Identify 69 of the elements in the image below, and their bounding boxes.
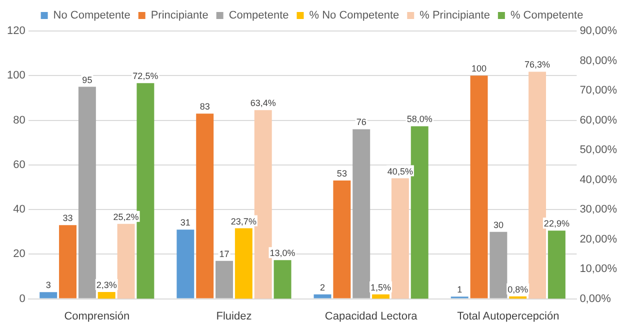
- bar: [40, 292, 58, 298]
- data-label: 95: [82, 74, 92, 85]
- bar: [136, 83, 154, 299]
- bar: [314, 294, 332, 298]
- data-label: 1: [457, 284, 462, 295]
- data-label: 23,7%: [230, 216, 256, 226]
- bar: [98, 292, 116, 299]
- data-label: 30: [493, 220, 504, 230]
- y-tick-label: 60: [13, 158, 26, 171]
- legend-label: Competente: [228, 10, 289, 22]
- legend-label: No Competente: [53, 10, 130, 22]
- data-label: 25,2%: [113, 212, 139, 222]
- y-tick-label: 40: [13, 204, 26, 216]
- y2-tick-label: 50,00%: [580, 144, 618, 156]
- data-label: 83: [200, 102, 210, 112]
- legend-label: % Competente: [510, 10, 584, 22]
- legend-label: Principiante: [150, 10, 208, 22]
- x-tick-label: Fluidez: [216, 310, 252, 322]
- legend-label: % Principiante: [420, 10, 490, 22]
- bar: [470, 76, 488, 298]
- y2-tick-label: 0,00%: [580, 292, 612, 305]
- data-label: 0,8%: [508, 284, 528, 294]
- bar: [548, 230, 566, 299]
- y2-tick-label: 80,00%: [580, 54, 618, 67]
- bar: [333, 180, 351, 298]
- data-label: 76: [356, 117, 366, 128]
- bar: [59, 225, 77, 298]
- bar: [176, 230, 194, 298]
- y2-tick-label: 30,00%: [580, 204, 618, 216]
- data-label: 2,3%: [96, 280, 117, 290]
- data-label: 63,4%: [250, 98, 276, 108]
- bar: [117, 224, 135, 299]
- y-tick-label: 20: [13, 248, 26, 260]
- bar: [372, 294, 390, 299]
- bar: [78, 86, 96, 298]
- data-label: 2: [320, 282, 326, 292]
- data-label: 31: [180, 218, 190, 228]
- bar: [234, 228, 252, 299]
- y-tick-label: 100: [6, 70, 26, 82]
- data-label: 53: [336, 168, 347, 179]
- y2-tick-label: 90,00%: [580, 25, 618, 38]
- x-tick-label: Comprensión: [64, 310, 130, 322]
- bar: [196, 114, 214, 298]
- x-tick-label: Capacidad Lectora: [324, 310, 418, 322]
- y2-tick-label: 10,00%: [580, 263, 618, 276]
- bar: [274, 260, 292, 299]
- bar: [352, 129, 370, 298]
- y-tick-label: 120: [6, 25, 26, 38]
- y2-tick-label: 70,00%: [580, 84, 618, 97]
- y-tick-label: 80: [13, 114, 26, 126]
- data-label: 72,5%: [132, 71, 158, 82]
- data-label: 100: [472, 64, 487, 74]
- y2-tick-label: 40,00%: [580, 174, 618, 186]
- bar: [490, 232, 508, 298]
- data-label: 58,0%: [406, 114, 432, 124]
- data-label: 13,0%: [270, 248, 296, 258]
- bar: [391, 178, 409, 299]
- data-label: 17: [219, 248, 230, 259]
- x-tick-label: Total Autopercepción: [457, 310, 560, 322]
- y-tick-label: 0: [19, 292, 26, 305]
- y2-tick-label: 20,00%: [580, 233, 618, 246]
- data-label: 40,5%: [387, 166, 413, 176]
- data-label: 76,3%: [524, 60, 550, 70]
- legend-label: % No Competente: [309, 10, 400, 22]
- data-label: 1,5%: [370, 282, 392, 292]
- data-label: 3: [46, 280, 51, 290]
- data-label: 33: [62, 213, 73, 224]
- data-label: 22,9%: [544, 218, 570, 229]
- y2-tick-label: 60,00%: [580, 114, 618, 126]
